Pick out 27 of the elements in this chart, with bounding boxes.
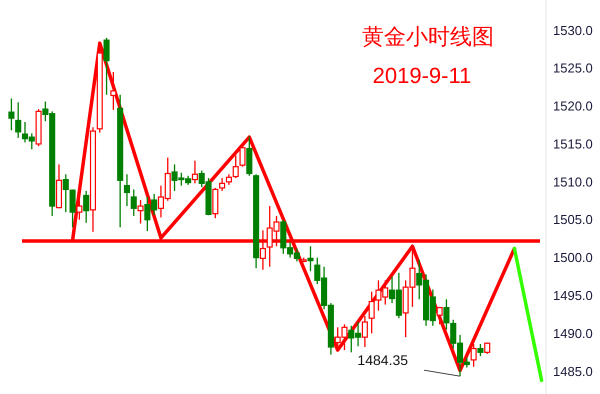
candlestick (219, 177, 226, 192)
candlestick (368, 291, 375, 334)
candlestick (8, 98, 14, 131)
candlestick (83, 190, 90, 224)
y-tick-label: 1485.0 (553, 364, 593, 379)
y-tick-label: 1530.0 (553, 22, 593, 38)
y-tick-label: 1520.0 (553, 98, 593, 114)
candlestick (307, 246, 314, 272)
candlestick (110, 71, 116, 111)
y-tick-label: 1515.0 (553, 136, 593, 152)
annotation: 1484.35 (357, 352, 408, 368)
candlestick (246, 136, 252, 176)
y-tick-label: 1505.0 (553, 212, 593, 228)
y-tick-label: 1490.0 (553, 326, 593, 341)
candlestick (130, 188, 137, 217)
candlestick (76, 200, 82, 220)
candlestick (470, 343, 477, 368)
candlestick (117, 94, 124, 228)
text: 2019-9-11 (372, 63, 472, 88)
y-tick-label: 1525.0 (553, 60, 593, 76)
candlestick (362, 315, 368, 348)
candlestick (15, 102, 22, 139)
text: 黄金小时线图 (362, 24, 494, 49)
y-tick-label: 1500.0 (553, 250, 593, 266)
y-tick-label: 1510.0 (553, 174, 593, 190)
y-tick-label: 1495.0 (553, 288, 593, 303)
candlestick (124, 174, 130, 207)
